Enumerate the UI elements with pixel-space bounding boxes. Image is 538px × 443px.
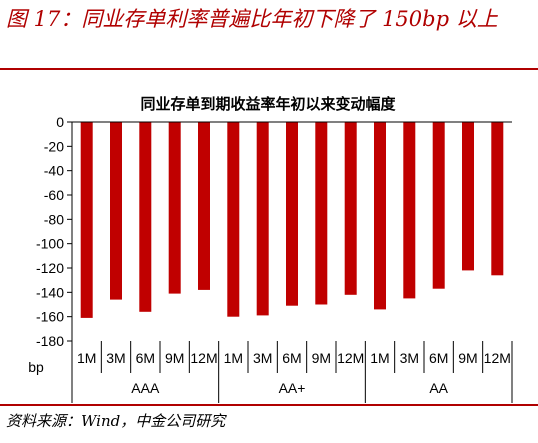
source-divider xyxy=(0,404,538,406)
bar xyxy=(80,122,93,318)
bar xyxy=(110,122,122,300)
x-tick-label: 12M xyxy=(337,350,364,366)
y-tick-label: -40 xyxy=(44,163,64,179)
x-tick-label: 3M xyxy=(400,350,419,366)
y-tick-label: -120 xyxy=(36,260,64,276)
bar xyxy=(256,122,269,316)
y-tick-label: 0 xyxy=(56,114,64,130)
x-axis: 1M 3M 6M 9M 12M 1M 3M 6M 9M 12M 1M 3M 6M 9M 12M AAA AA+ A… xyxy=(71,121,513,403)
x-tick-label: 3M xyxy=(253,350,272,366)
x-tick-label: 1M xyxy=(224,350,243,366)
y-tick-label: -20 xyxy=(44,138,64,154)
bar xyxy=(227,122,240,317)
x-tick-label: 6M xyxy=(282,350,301,366)
bar xyxy=(198,122,210,290)
y-tick-label: -100 xyxy=(36,236,64,252)
bar xyxy=(403,122,416,299)
bar xyxy=(374,122,386,310)
bar xyxy=(491,122,504,276)
figure-caption: 图 17：同业存单利率普遍比年初下降了 150bp 以上 xyxy=(6,7,498,31)
y-tick-label: -80 xyxy=(44,211,64,227)
x-tick-label: 1M xyxy=(77,350,96,366)
bar xyxy=(462,122,474,271)
x-group-label: AA+ xyxy=(279,380,306,396)
y-tick-label: -60 xyxy=(44,187,64,203)
x-tick-label: 12M xyxy=(484,350,511,366)
x-tick-label: 9M xyxy=(312,350,331,366)
bar xyxy=(315,122,328,305)
bar xyxy=(168,122,181,294)
x-group-label: AA xyxy=(429,380,448,396)
x-tick-label: 3M xyxy=(106,350,125,366)
y-tick-label: -160 xyxy=(36,309,64,325)
bar xyxy=(139,122,152,312)
x-tick-label: 12M xyxy=(190,350,217,366)
x-tick-label: 9M xyxy=(458,350,477,366)
bar-series xyxy=(80,122,504,318)
bar xyxy=(286,122,298,306)
x-tick-label: 6M xyxy=(136,350,155,366)
bar xyxy=(344,122,357,295)
y-tick-label: -180 xyxy=(36,333,64,349)
x-tick-label: 9M xyxy=(165,350,184,366)
chart-title: 同业存单到期收益率年初以来变动幅度 xyxy=(140,95,396,113)
bar xyxy=(432,122,445,289)
source-note: 资料来源：Wind，中金公司研究 xyxy=(6,412,226,430)
caption-divider xyxy=(0,68,538,70)
y-tick-label: -140 xyxy=(36,284,64,300)
y-axis: 0 -20 -40 -60 -80 -100 -120 -140 -160 -180 xyxy=(36,114,73,349)
x-tick-label: 1M xyxy=(370,350,389,366)
y-axis-unit-label: bp xyxy=(28,359,44,375)
x-tick-label: 6M xyxy=(429,350,448,366)
x-group-label: AAA xyxy=(131,380,160,396)
